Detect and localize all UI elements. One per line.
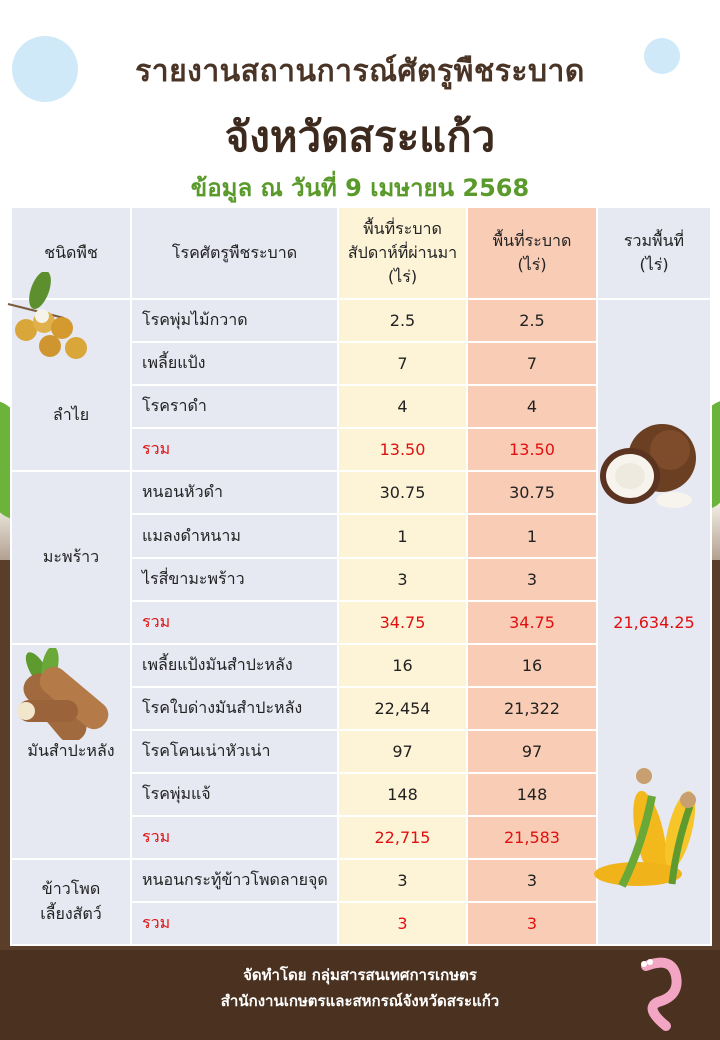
disease-name: ไรสี่ขามะพร้าว (130, 556, 339, 602)
prev-value: 16 (337, 642, 468, 688)
header-prev-line2: สัปดาห์ที่ผ่านมา (347, 243, 458, 262)
report-title: รายงานสถานการณ์ศัตรูพืชระบาด (135, 54, 585, 89)
table-row-sum: รวม 3 3 (11, 901, 711, 947)
sum-cur: 34.75 (466, 599, 598, 645)
cassava-icon (17, 648, 109, 740)
cur-value: 21,322 (466, 685, 598, 731)
sum-prev: 13.50 (337, 427, 468, 473)
disease-name: โรคพุ่มแจ้ (130, 772, 339, 818)
prev-value: 148 (337, 772, 468, 818)
disease-name: เพลี้ยแป้ง (130, 341, 339, 387)
table-row: เพลี้ยแป้ง 7 7 (11, 341, 711, 387)
sum-cur: 13.50 (466, 427, 598, 473)
sum-label: รวม (130, 427, 339, 473)
disease-name: โรคราดำ (130, 384, 339, 430)
cur-value: 3 (466, 858, 598, 904)
table-header-row: ชนิดพืช โรคศัตรูพืชระบาด พื้นที่ระบาด สั… (10, 206, 712, 300)
sum-label: รวม (130, 599, 339, 645)
footer: จัดทำโดย กลุ่มสารสนเทศการเกษตร สำนักงานเ… (0, 962, 720, 1014)
longan-icon (7, 272, 87, 359)
table-row: แมลงดำหนาม 1 1 (11, 513, 711, 559)
disease-name: โรคโคนเน่าหัวเน่า (130, 728, 339, 775)
table-row: โรคโคนเน่าหัวเน่า 97 97 (11, 728, 711, 775)
decor-bubble-left (12, 36, 78, 102)
coconut-icon (600, 424, 696, 508)
table-row: โรคพุ่มแจ้ 148 148 (11, 772, 711, 818)
corn-icon (594, 768, 696, 888)
disease-name: โรคใบด่างมันสำปะหลัง (130, 685, 339, 731)
header-total: รวมพื้นที่ (ไร่) (596, 206, 712, 300)
prev-value: 97 (337, 728, 468, 775)
disease-name: หนอนกระทู้ข้าวโพดลายจุด (130, 858, 339, 904)
disease-name: โรคพุ่มไม้กวาด (130, 297, 339, 344)
cur-value: 1 (466, 513, 598, 559)
crop-corn: ข้าวโพด เลี้ยงสัตว์ (10, 858, 132, 947)
header-prev-week: พื้นที่ระบาด สัปดาห์ที่ผ่านมา (ไร่) (337, 206, 468, 300)
cur-value: 3 (466, 556, 598, 602)
table-row-sum: รวม 34.75 34.75 (11, 599, 711, 645)
crop-label-corn-line1: ข้าวโพด (41, 879, 101, 899)
crop-label-cassava: มันสำปะหลัง (27, 740, 115, 760)
total-area-value: 21,634.25 (613, 612, 695, 632)
crop-label-corn-line2: เลี้ยงสัตว์ (40, 904, 102, 924)
prev-value: 3 (337, 556, 468, 602)
cur-value: 30.75 (466, 470, 598, 516)
cur-value: 16 (466, 642, 598, 688)
header-disease: โรคศัตรูพืชระบาด (130, 206, 339, 300)
decor-bubble-right (644, 38, 680, 74)
sum-label: รวม (130, 815, 339, 861)
table-row: ลำไย โรคพุ่มไม้กวาด 2.5 2.5 21,634.25 (10, 297, 712, 947)
header-prev-line3: (ไร่) (387, 267, 418, 286)
table-row: มะพร้าว หนอนหัวดำ 30.75 30.75 (10, 470, 711, 645)
sum-prev: 3 (337, 901, 468, 947)
table-row: โรคราดำ 4 4 (11, 384, 711, 430)
header-crop: ชนิดพืช (10, 206, 132, 300)
disease-name: หนอนหัวดำ (130, 470, 339, 516)
prev-value: 4 (337, 384, 468, 430)
header-cur-line2: (ไร่) (517, 255, 547, 274)
table-row: โรคใบด่างมันสำปะหลัง 22,454 21,322 (11, 685, 711, 731)
cur-value: 148 (466, 772, 598, 818)
sum-prev: 22,715 (337, 815, 468, 861)
report-date: ข้อมูล ณ วันที่ 9 เมษายน 2568 (190, 174, 530, 202)
prev-value: 22,454 (337, 685, 468, 731)
prev-value: 30.75 (337, 470, 468, 516)
background-ground-dark (0, 950, 720, 1040)
table-row: มันสำปะหลัง เพลี้ยแป้งมันสำปะหลัง 16 16 (10, 642, 711, 861)
table-row: ข้าวโพด เลี้ยงสัตว์ หนอนกระทู้ข้าวโพดลาย… (10, 858, 711, 947)
cur-value: 2.5 (466, 297, 598, 344)
cur-value: 97 (466, 728, 598, 775)
disease-name: แมลงดำหนาม (130, 513, 339, 559)
sum-cur: 21,583 (466, 815, 598, 861)
pest-table-container: ชนิดพืช โรคศัตรูพืชระบาด พื้นที่ระบาด สั… (10, 206, 712, 947)
table-row: ไรสี่ขามะพร้าว 3 3 (11, 556, 711, 602)
sum-cur: 3 (466, 901, 598, 947)
footer-line1: จัดทำโดย กลุ่มสารสนเทศการเกษตร (243, 966, 477, 984)
cur-value: 7 (466, 341, 598, 387)
header-cur-line1: พื้นที่ระบาด (492, 231, 572, 250)
sum-prev: 34.75 (337, 599, 468, 645)
footer-line2: สำนักงานเกษตรและสหกรณ์จังหวัดสระแก้ว (220, 992, 500, 1010)
header-prev-line1: พื้นที่ระบาด (363, 219, 442, 238)
crop-coconut: มะพร้าว (10, 470, 132, 645)
sum-label: รวม (130, 901, 339, 947)
prev-value: 7 (337, 341, 468, 387)
prev-value: 2.5 (337, 297, 468, 344)
table-row-sum: รวม 13.50 13.50 (11, 427, 711, 473)
province-title: จังหวัดสระแก้ว (224, 112, 496, 161)
worm-icon (641, 957, 682, 1031)
header-current: พื้นที่ระบาด (ไร่) (466, 206, 598, 300)
disease-name: เพลี้ยแป้งมันสำปะหลัง (130, 642, 339, 688)
header-total-line1: รวมพื้นที่ (623, 231, 685, 250)
prev-value: 1 (337, 513, 468, 559)
prev-value: 3 (337, 858, 468, 904)
table-row-sum: รวม 22,715 21,583 (11, 815, 711, 861)
header-total-line2: (ไร่) (639, 255, 669, 274)
cur-value: 4 (466, 384, 598, 430)
crop-label-longan: ลำไย (52, 404, 90, 424)
